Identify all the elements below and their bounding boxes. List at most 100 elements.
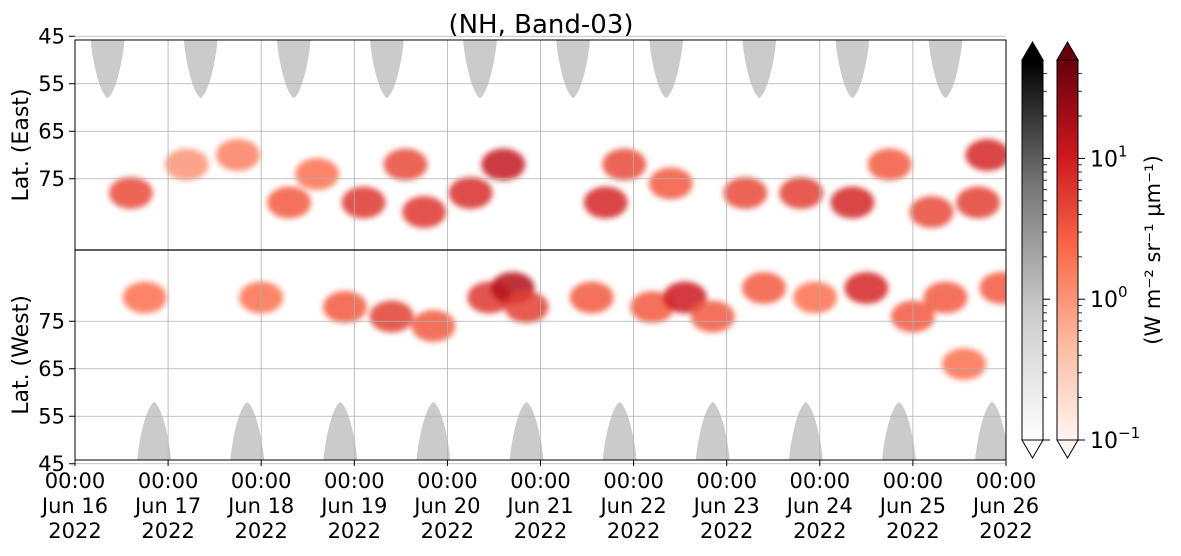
- x-tick-label: 00:00: [790, 469, 851, 493]
- x-tick-label: 00:00: [603, 469, 664, 493]
- emission-cluster: [448, 177, 493, 209]
- x-tick-label: Jun 23: [692, 494, 760, 518]
- emission-cluster: [504, 291, 549, 323]
- daylight-lobe: [509, 402, 544, 460]
- x-tick-label: Jun 19: [319, 494, 387, 518]
- x-tick-label: 2022: [514, 519, 567, 543]
- daylight-lobe: [277, 40, 311, 98]
- x-tick-label: 00:00: [976, 469, 1037, 493]
- colorbar-extend-max: [1056, 41, 1079, 61]
- emission-cluster: [662, 281, 707, 314]
- emission-cluster: [965, 139, 1006, 171]
- x-tick-label: 2022: [141, 519, 194, 543]
- emission-cluster: [295, 158, 340, 190]
- emission-cluster: [108, 177, 153, 209]
- emission-cluster: [369, 300, 414, 333]
- emission-cluster: [164, 148, 209, 181]
- x-tick-label: Jun 22: [598, 494, 666, 518]
- colorbar-extend-min: [1021, 439, 1044, 459]
- x-tick-label: Jun 24: [785, 494, 853, 518]
- x-tick-label: 2022: [421, 519, 474, 543]
- x-tick-label: 2022: [234, 519, 287, 543]
- x-tick-label: 2022: [48, 519, 101, 543]
- x-tick-label: Jun 25: [878, 494, 946, 518]
- emission-cluster: [779, 177, 824, 209]
- x-tick-label: Jun 21: [505, 494, 573, 518]
- emission-cluster: [741, 272, 786, 304]
- emission-cluster: [402, 196, 447, 228]
- emission-cluster: [648, 167, 693, 200]
- daylight-lobe: [416, 402, 451, 460]
- y-tick-label: 65: [38, 357, 65, 381]
- emission-cluster: [215, 139, 260, 171]
- emission-cluster: [690, 300, 735, 333]
- x-tick-label: Jun 16: [40, 494, 108, 518]
- x-tick-label: 00:00: [231, 469, 292, 493]
- daylight-lobe: [323, 402, 358, 460]
- emission-cluster: [569, 281, 614, 314]
- emission-layer: [108, 139, 1006, 380]
- emission-cluster: [830, 186, 875, 219]
- x-tick-label: 2022: [793, 519, 846, 543]
- y-tick-label: 45: [38, 24, 65, 48]
- emission-cluster: [793, 281, 838, 314]
- x-tick-label: 00:00: [510, 469, 571, 493]
- y-tick-label: 75: [38, 309, 65, 333]
- y-tick-label: 75: [38, 167, 65, 191]
- colorbar-gray: [1021, 59, 1044, 441]
- x-tick-label: 2022: [886, 519, 939, 543]
- y-label-west: Lat. (West): [9, 295, 34, 415]
- daylight-lobe: [556, 40, 590, 98]
- emission-cluster: [383, 148, 428, 181]
- daylight-lobe: [463, 40, 497, 98]
- x-tick-label: 00:00: [417, 469, 478, 493]
- x-tick-label: 00:00: [696, 469, 757, 493]
- daylight-lobe: [882, 402, 916, 460]
- emission-cluster: [979, 272, 1006, 304]
- colorbar-tick-label: 101: [1090, 142, 1128, 172]
- x-tick-label: 00:00: [45, 469, 106, 493]
- colorbar-label: (W m⁻² sr⁻¹ μm⁻¹): [1141, 155, 1165, 345]
- emission-cluster: [122, 281, 167, 314]
- emission-cluster: [942, 348, 987, 380]
- x-tick-label: 2022: [979, 519, 1032, 543]
- x-tick-label: 00:00: [324, 469, 385, 493]
- daylight-lobe: [183, 40, 218, 98]
- daylight-lobe: [928, 40, 963, 98]
- y-tick-label: 55: [38, 72, 65, 96]
- emission-cluster: [923, 281, 968, 314]
- emission-cluster: [844, 272, 889, 304]
- daylight-mask-layer: [90, 40, 1006, 460]
- chart-title: (NH, Band-03): [448, 10, 633, 40]
- emission-cluster: [602, 148, 647, 181]
- x-tick-label: 00:00: [883, 469, 944, 493]
- x-tick-label: 2022: [328, 519, 381, 543]
- emission-cluster: [909, 196, 954, 228]
- daylight-lobe: [370, 40, 404, 98]
- x-tick-label: Jun 26: [971, 494, 1039, 518]
- colorbar-tick-label: 100: [1090, 283, 1128, 313]
- daylight-lobe: [742, 40, 777, 98]
- y-axis: 45 55 65 75 75 65 55 45: [38, 24, 75, 476]
- emission-cluster: [341, 186, 386, 219]
- daylight-lobe: [602, 402, 637, 460]
- emission-cluster: [411, 310, 456, 342]
- emission-cluster: [481, 148, 526, 181]
- y-tick-label: 55: [38, 404, 65, 428]
- colorbar-tick-label: 10−1: [1090, 424, 1140, 454]
- colorbars: [1021, 41, 1079, 459]
- y-label-east: Lat. (East): [9, 89, 34, 202]
- daylight-lobe: [695, 402, 730, 460]
- x-tick-label: Jun 17: [133, 494, 201, 518]
- x-tick-label: Jun 20: [412, 494, 480, 518]
- daylight-lobe: [649, 40, 683, 98]
- emission-cluster: [267, 186, 312, 219]
- x-tick-label: 2022: [700, 519, 753, 543]
- daylight-lobe: [835, 40, 870, 98]
- emission-cluster: [583, 186, 628, 219]
- emission-cluster: [867, 148, 912, 181]
- y-tick-label: 45: [38, 452, 65, 476]
- emission-cluster: [956, 186, 1001, 219]
